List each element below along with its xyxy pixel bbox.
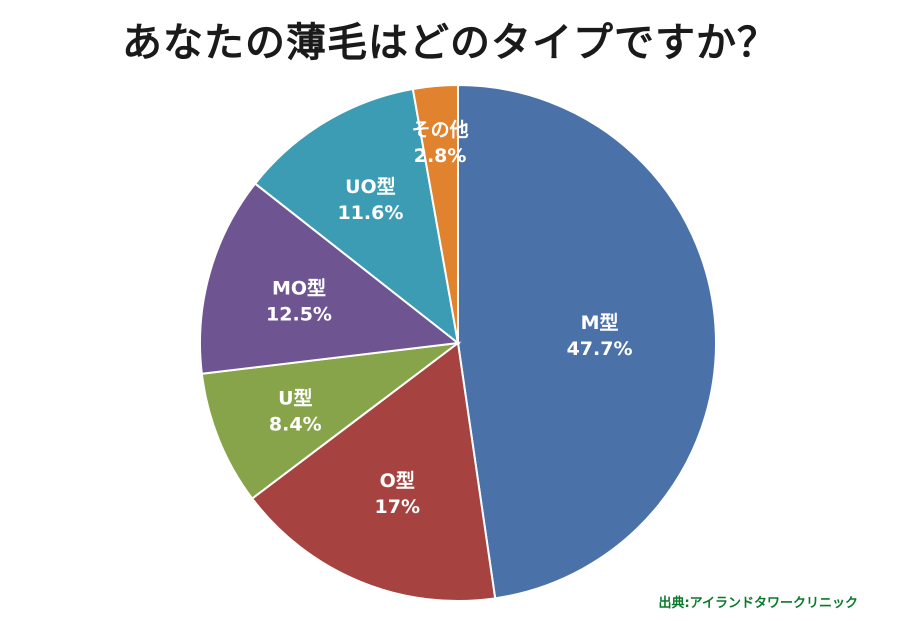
pie-slice-other bbox=[411, 83, 459, 344]
pie-slice-o-type bbox=[250, 341, 497, 602]
slice-value-o-type: 17% bbox=[375, 496, 420, 518]
slice-value-other: 2.8% bbox=[414, 145, 467, 167]
pie-slice-m-type bbox=[457, 83, 717, 600]
slice-name-u-type: U型 bbox=[278, 387, 312, 410]
slice-name-uo-type: UO型 bbox=[345, 175, 396, 198]
slice-value-u-type: 8.4% bbox=[269, 414, 322, 436]
pie-slices bbox=[199, 83, 717, 602]
pie-slice-mo-type bbox=[199, 182, 461, 375]
pie-slice-u-type bbox=[200, 341, 462, 500]
slice-value-uo-type: 11.6% bbox=[337, 202, 403, 224]
slice-name-mo-type: MO型 bbox=[272, 276, 326, 299]
slice-value-m-type: 47.7% bbox=[567, 338, 633, 360]
slice-name-o-type: O型 bbox=[380, 469, 415, 492]
chart-title: あなたの薄毛はどのタイプですか？ bbox=[122, 20, 778, 66]
slice-value-mo-type: 12.5% bbox=[266, 303, 332, 325]
pie-slice-uo-type bbox=[253, 87, 460, 346]
source-note: 出典:アイランドタワークリニック bbox=[658, 596, 858, 611]
slice-name-m-type: M型 bbox=[581, 311, 619, 334]
slice-name-other: その他 bbox=[412, 118, 469, 141]
pie-labels: M型 47.7% O型 17% U型 8.4% MO型 12.5% UO型 11.6% その他 2.8… bbox=[266, 118, 632, 518]
